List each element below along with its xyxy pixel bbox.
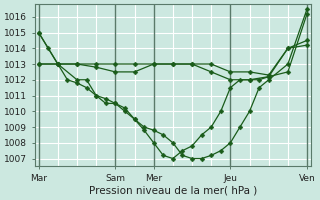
X-axis label: Pression niveau de la mer( hPa ): Pression niveau de la mer( hPa ) xyxy=(89,186,257,196)
